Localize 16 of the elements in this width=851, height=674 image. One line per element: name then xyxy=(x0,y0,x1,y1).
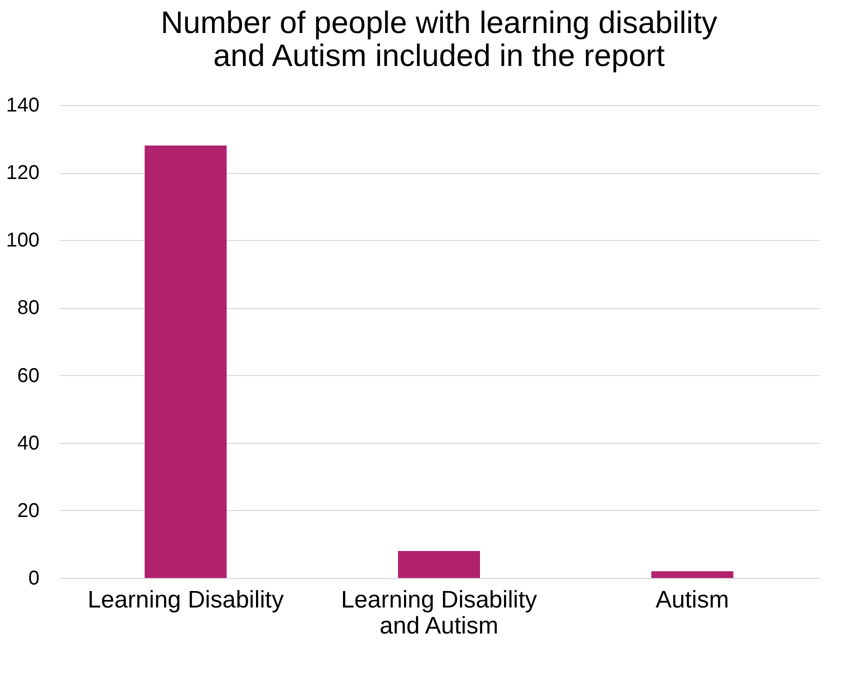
y-tick-label: 140 xyxy=(6,94,40,116)
y-tick-label: 120 xyxy=(6,162,40,184)
y-tick-label: 0 xyxy=(28,568,40,590)
x-tick-label: Learning Disability and Autism xyxy=(340,586,538,640)
bar xyxy=(651,571,734,578)
bar xyxy=(398,550,480,578)
y-tick-label: 60 xyxy=(17,364,40,387)
y-tick-label: 40 xyxy=(17,432,40,454)
y-tick-label: 80 xyxy=(17,297,40,320)
text: Number of people with learning disability xyxy=(160,5,718,40)
x-tick-label: Learning Disability xyxy=(88,586,284,614)
y-tick-label: 20 xyxy=(17,500,40,522)
y-tick-label: 100 xyxy=(6,230,40,252)
text: and Autism included in the report xyxy=(213,38,665,73)
x-tick-label: Autism xyxy=(656,586,730,614)
bar xyxy=(144,146,227,578)
